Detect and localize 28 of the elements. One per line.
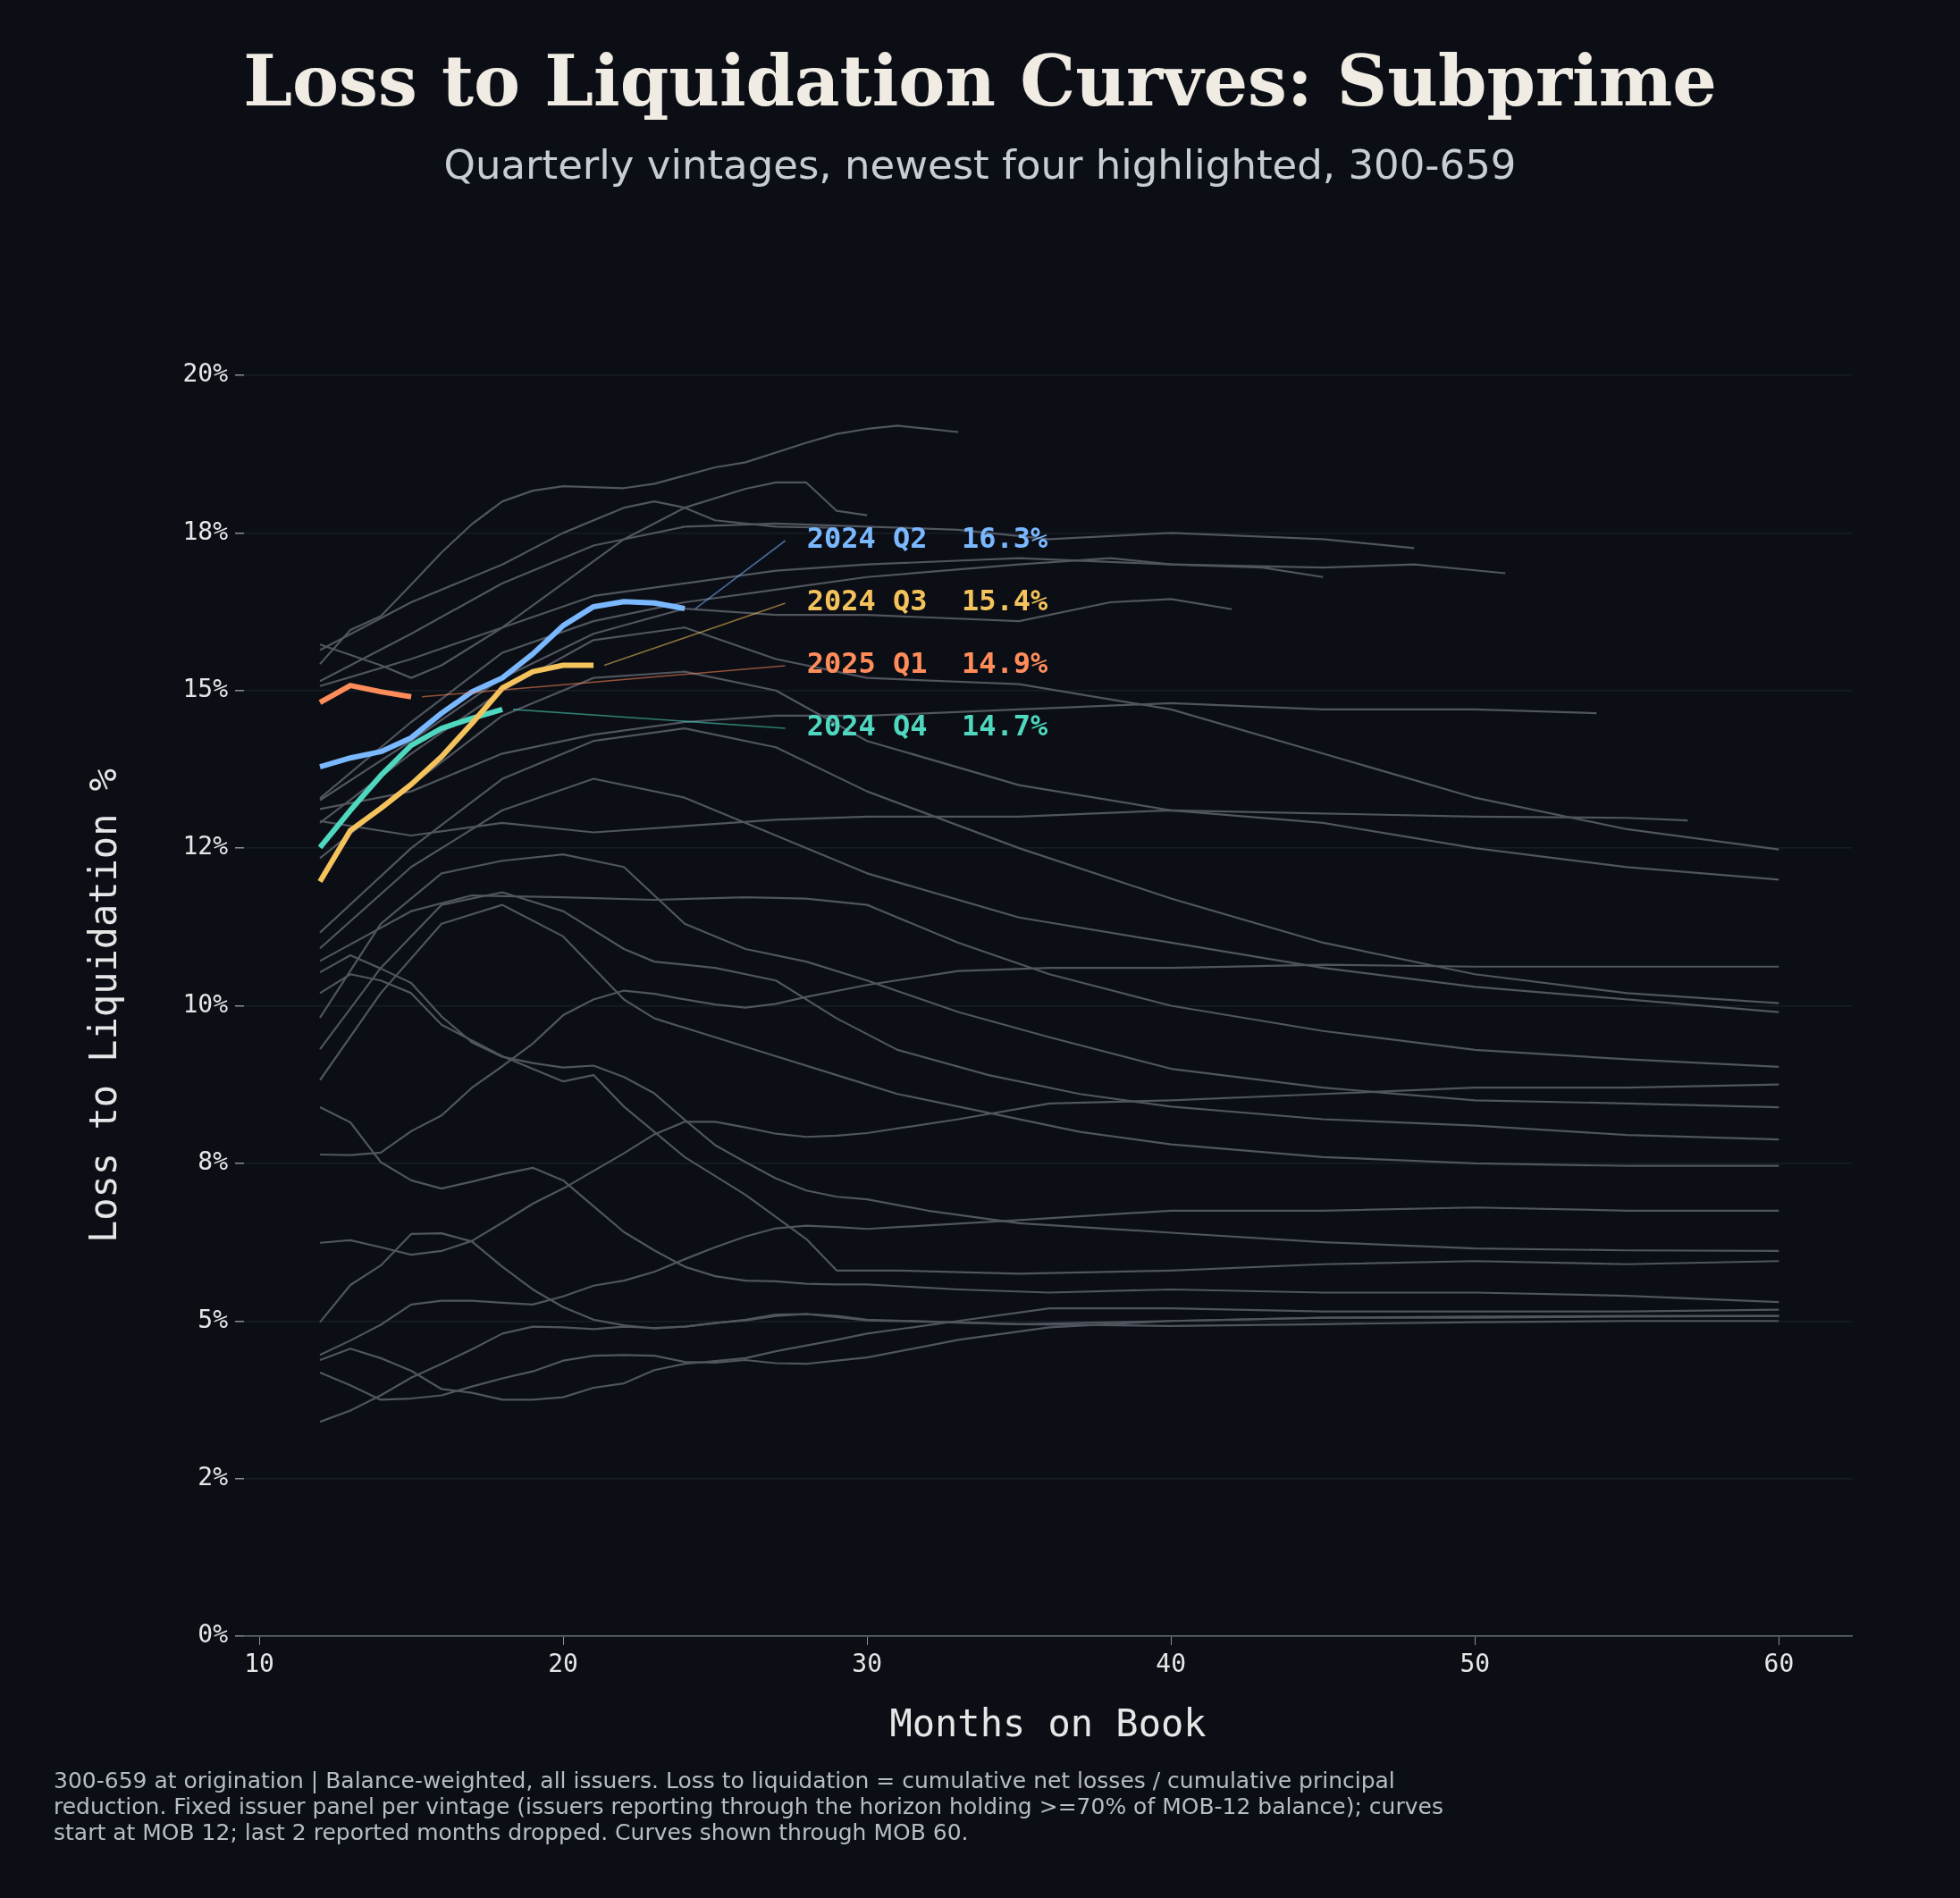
annotation: 15.4% xyxy=(962,584,1049,618)
y-tick-label: 2% xyxy=(198,1461,229,1491)
y-tick-label: 18% xyxy=(182,516,229,546)
x-tick-label: 50 xyxy=(1459,1649,1491,1679)
text: 2024 Q4 xyxy=(806,709,928,743)
text: 2025 Q1 xyxy=(806,646,928,681)
x-tick-label: 60 xyxy=(1763,1649,1795,1679)
y-tick-label: 15% xyxy=(182,674,229,704)
annotation: 14.9% xyxy=(962,646,1049,681)
y-tick-label: 20% xyxy=(182,358,229,389)
annotation: 16.3% xyxy=(962,521,1049,556)
chart-title: Loss to Liquidation Curves: Subprime xyxy=(242,40,1718,122)
y-tick-label: 10% xyxy=(182,988,229,1019)
x-tick-label: 30 xyxy=(852,1649,883,1679)
x-tick-label: 20 xyxy=(548,1649,578,1679)
text: 2024 Q2 xyxy=(806,521,928,556)
y-axis-title: Loss to Liquidation % xyxy=(81,768,126,1244)
x-tick-label: 40 xyxy=(1156,1649,1187,1679)
text: 300-659 at origination | Balance-weighted, all issuers. Loss to liquidation = cumulative net losses / cumulative principal reduction. Fixed issuer panel per vintage (issuers reporting through the horizon holding >=70% of MOB-12 balance); curves start at MOB 12; last 2 reported months dropped. Curves shown through MOB 60. xyxy=(54,1768,1444,1845)
text: 2024 Q3 xyxy=(806,584,928,618)
x-axis-title: Months on Book xyxy=(889,1701,1207,1745)
y-tick-label: 0% xyxy=(198,1619,229,1650)
y-tick-label: 5% xyxy=(198,1304,229,1334)
annotation: 14.7% xyxy=(962,709,1049,743)
x-tick-label: 10 xyxy=(244,1649,274,1679)
y-tick-label: 12% xyxy=(182,831,229,861)
y-tick-label: 8% xyxy=(198,1146,229,1177)
chart-subtitle: Quarterly vintages, newest four highlighted, 300-659 xyxy=(442,141,1518,189)
